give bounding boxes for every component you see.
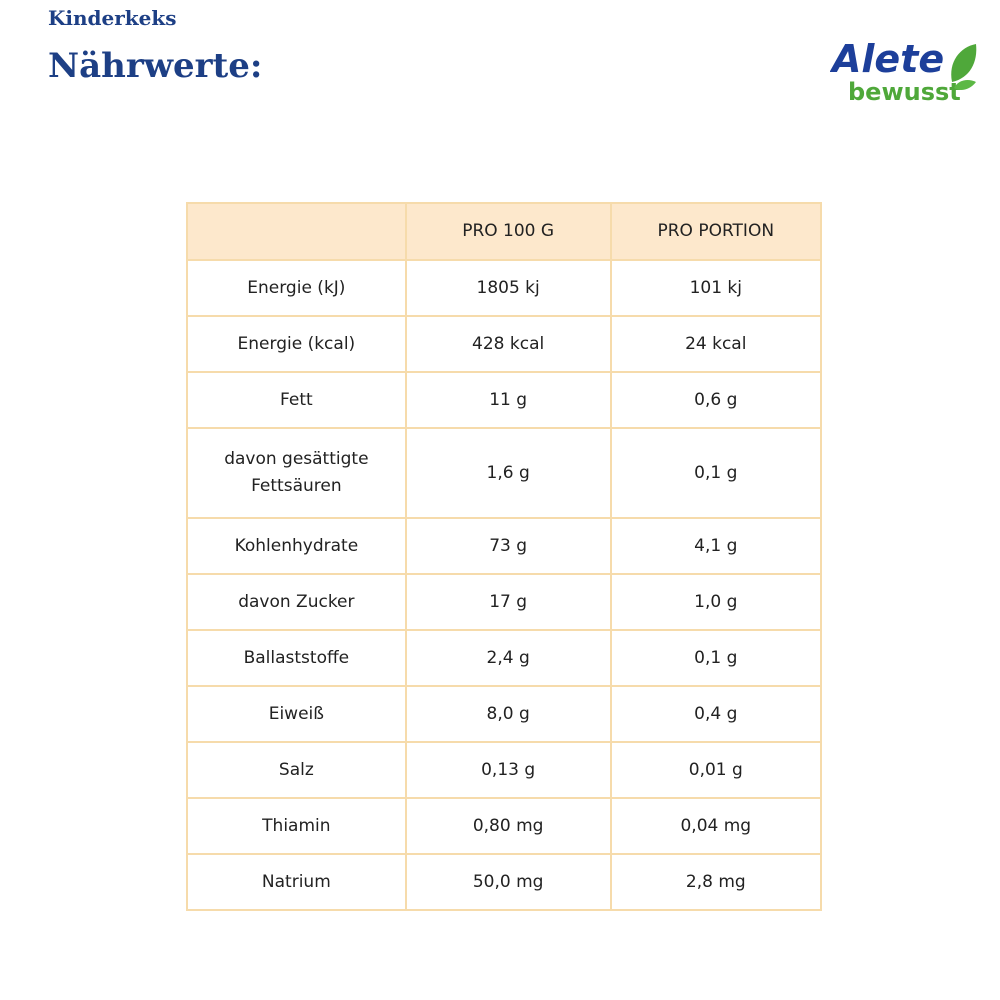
table-row: davon Zucker 17 g 1,0 g (186, 573, 823, 631)
nutrient-label (186, 202, 407, 261)
nutrient-label: Fett (186, 371, 407, 429)
nutrient-label: Energie (kJ) (186, 259, 407, 317)
per-portion-value: 0,1 g (609, 427, 823, 519)
per-portion-value: 0,4 g (609, 685, 823, 743)
nutrition-table: PRO 100 G PRO PORTION Energie (kJ) 1805 kj 1… (186, 202, 823, 911)
page-title: Nährwerte: (48, 46, 263, 86)
table-row: Salz 0,13 g 0,01 g (186, 741, 823, 799)
table-row: Natrium 50,0 mg 2,8 mg (186, 853, 823, 911)
per-portion-value: PRO PORTION (609, 202, 823, 261)
nutrient-label: Kohlenhydrate (186, 517, 407, 575)
table-row: Thiamin 0,80 mg 0,04 mg (186, 797, 823, 855)
table-row: Energie (kcal) 428 kcal 24 kcal (186, 315, 823, 373)
logo-brand: Alete (830, 37, 944, 81)
per-100g-value: 11 g (404, 371, 612, 429)
per-100g-value: 17 g (404, 573, 612, 631)
table-row: Energie (kJ) 1805 kj 101 kj (186, 259, 823, 317)
nutrient-label: Energie (kcal) (186, 315, 407, 373)
per-portion-value: 0,1 g (609, 629, 823, 687)
per-100g-value: 0,13 g (404, 741, 612, 799)
nutrient-label: davon Zucker (186, 573, 407, 631)
nutrient-label: Ballaststoffe (186, 629, 407, 687)
per-100g-value: PRO 100 G (404, 202, 612, 261)
table-row: Fett 11 g 0,6 g (186, 371, 823, 429)
alete-bewusst-logo: Alete bewusst (830, 37, 977, 106)
per-100g-value: 8,0 g (404, 685, 612, 743)
nutrient-label: Salz (186, 741, 407, 799)
per-portion-value: 2,8 mg (609, 853, 823, 911)
per-100g-value: 0,80 mg (404, 797, 612, 855)
per-100g-value: 1805 kj (404, 259, 612, 317)
per-100g-value: 50,0 mg (404, 853, 612, 911)
table-row: Kohlenhydrate 73 g 4,1 g (186, 517, 823, 575)
per-100g-value: 73 g (404, 517, 612, 575)
nutrient-label: Natrium (186, 853, 407, 911)
nutrient-label: Eiweiß (186, 685, 407, 743)
leaf-icon (951, 44, 977, 82)
per-portion-value: 1,0 g (609, 573, 823, 631)
nutrient-label: davon gesättigte Fettsäuren (186, 427, 407, 519)
product-name: Kinderkeks (48, 6, 177, 30)
per-portion-value: 0,04 mg (609, 797, 823, 855)
table-header-row: PRO 100 G PRO PORTION (186, 202, 823, 261)
per-portion-value: 101 kj (609, 259, 823, 317)
per-100g-value: 428 kcal (404, 315, 612, 373)
per-100g-value: 1,6 g (404, 427, 612, 519)
per-portion-value: 24 kcal (609, 315, 823, 373)
nutrient-label: Thiamin (186, 797, 407, 855)
per-100g-value: 2,4 g (404, 629, 612, 687)
logo-sub: bewusst (848, 78, 961, 106)
table-row: davon gesättigte Fettsäuren 1,6 g 0,1 g (186, 427, 823, 519)
per-portion-value: 0,6 g (609, 371, 823, 429)
table-row: Ballaststoffe 2,4 g 0,1 g (186, 629, 823, 687)
per-portion-value: 0,01 g (609, 741, 823, 799)
table-row: Eiweiß 8,0 g 0,4 g (186, 685, 823, 743)
per-portion-value: 4,1 g (609, 517, 823, 575)
